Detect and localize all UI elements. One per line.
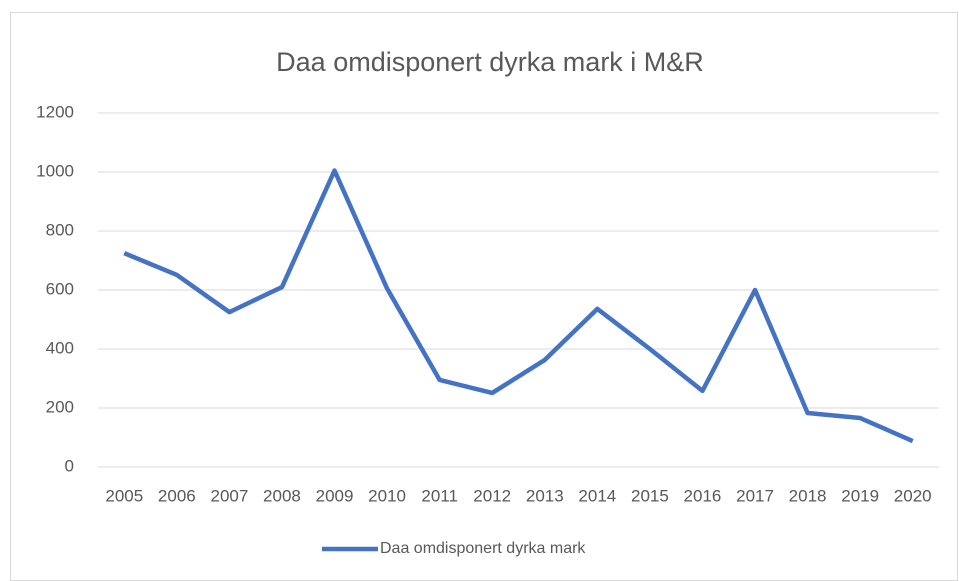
x-tick-label: 2015 bbox=[631, 486, 669, 505]
y-tick-label: 400 bbox=[46, 338, 74, 357]
x-tick-label: 2019 bbox=[841, 486, 879, 505]
y-tick-label: 1200 bbox=[36, 102, 74, 121]
x-tick-label: 2007 bbox=[210, 486, 248, 505]
x-tick-label: 2009 bbox=[316, 486, 354, 505]
x-tick-label: 2014 bbox=[578, 486, 616, 505]
x-tick-label: 2008 bbox=[263, 486, 301, 505]
x-tick-label: 2020 bbox=[894, 486, 932, 505]
y-tick-label: 800 bbox=[46, 220, 74, 239]
x-tick-label: 2006 bbox=[158, 486, 196, 505]
x-tick-label: 2016 bbox=[684, 486, 722, 505]
y-tick-label: 0 bbox=[65, 456, 74, 475]
y-tick-label: 600 bbox=[46, 279, 74, 298]
data-line bbox=[123, 168, 914, 444]
x-tick-label: 2010 bbox=[368, 486, 406, 505]
x-tick-label: 2017 bbox=[736, 486, 774, 505]
chart-title: Daa omdisponert dyrka mark i M&R bbox=[276, 47, 704, 77]
x-tick-label: 2013 bbox=[526, 486, 564, 505]
x-tick-label: 2005 bbox=[105, 486, 143, 505]
chart-frame bbox=[10, 12, 958, 581]
y-tick-label: 200 bbox=[46, 397, 74, 416]
y-tick-label: 1000 bbox=[36, 161, 74, 180]
x-tick-label: 2012 bbox=[473, 486, 511, 505]
legend-label: Daa omdisponert dyrka mark bbox=[380, 540, 586, 557]
x-tick-label: 2018 bbox=[789, 486, 827, 505]
x-tick-label: 2011 bbox=[421, 486, 458, 505]
